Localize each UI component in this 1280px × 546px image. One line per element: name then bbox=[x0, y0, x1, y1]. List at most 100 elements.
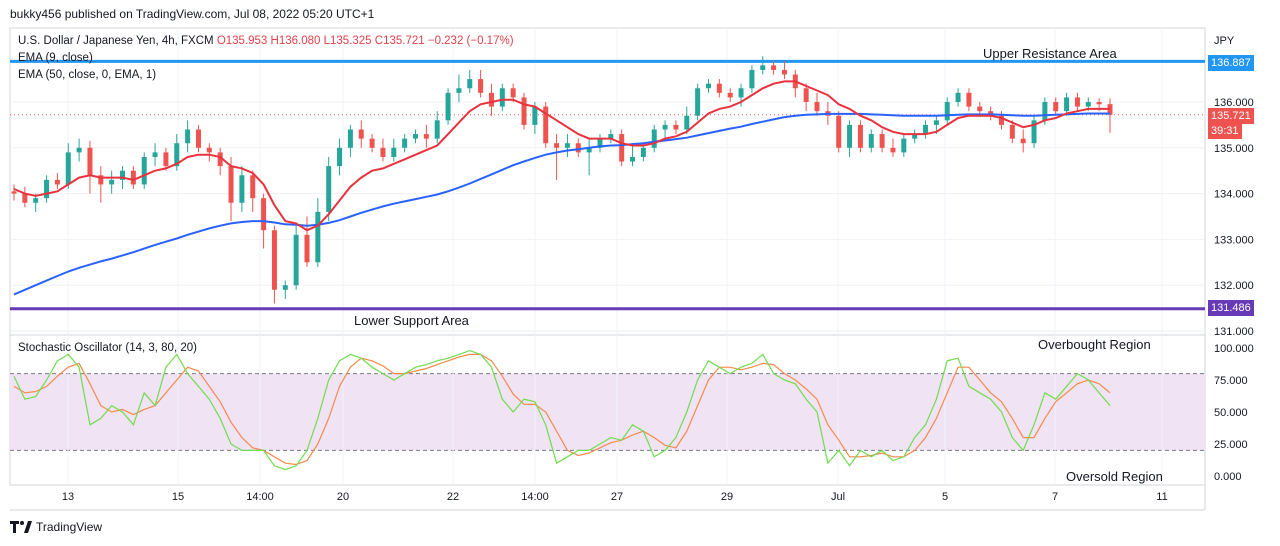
stoch-tick-label: 25.000 bbox=[1214, 439, 1248, 451]
resistance-price-badge: 136.887 bbox=[1208, 55, 1254, 71]
candle-body bbox=[478, 79, 484, 93]
price-tick-label: 132.000 bbox=[1214, 280, 1254, 292]
time-tick-label: 5 bbox=[942, 491, 948, 503]
oversold-label: Oversold Region bbox=[1066, 469, 1163, 484]
candle-body bbox=[1096, 102, 1102, 105]
candle-body bbox=[33, 198, 39, 203]
candle-body bbox=[1020, 138, 1026, 144]
candle-body bbox=[847, 124, 853, 148]
candle-body bbox=[749, 69, 755, 89]
candle-body bbox=[54, 179, 60, 185]
high-value: H136.080 bbox=[270, 35, 321, 47]
candle-body bbox=[423, 134, 429, 139]
candle-body bbox=[543, 106, 549, 144]
candle-body bbox=[195, 129, 201, 148]
candle-body bbox=[1064, 97, 1070, 112]
publish-note: bukky456 published on TradingView.com, J… bbox=[10, 7, 375, 21]
candle-body bbox=[250, 175, 256, 199]
price-tick-label: 134.000 bbox=[1214, 189, 1254, 201]
candle-body bbox=[434, 120, 440, 139]
candle-body bbox=[662, 124, 668, 130]
candle-body bbox=[619, 134, 625, 162]
candle-body bbox=[586, 147, 592, 153]
time-tick-label: 7 bbox=[1052, 491, 1058, 503]
candle-body bbox=[727, 92, 733, 98]
ema50-legend[interactable]: EMA (50, close, 0, EMA, 1) bbox=[18, 69, 157, 81]
candle-body bbox=[857, 124, 863, 148]
overbought-label: Overbought Region bbox=[1038, 337, 1151, 352]
candle-body bbox=[11, 191, 17, 194]
candle-body bbox=[304, 234, 310, 263]
candle-body bbox=[293, 234, 299, 286]
candle-body bbox=[228, 166, 234, 203]
symbol-legend: U.S. Dollar / Japanese Yen, 4h, FXCM O13… bbox=[18, 35, 514, 47]
close-value: C135.721 bbox=[374, 35, 425, 47]
candle-body bbox=[966, 92, 972, 107]
candle-body bbox=[1031, 120, 1037, 144]
candle-body bbox=[554, 143, 560, 148]
ema9-legend[interactable]: EMA (9, close) bbox=[18, 52, 93, 64]
candle-body bbox=[890, 147, 896, 153]
time-tick-label: 15 bbox=[172, 491, 184, 503]
candle-body bbox=[163, 152, 169, 167]
candle-body bbox=[933, 120, 939, 125]
candle-body bbox=[836, 115, 842, 148]
candle-body bbox=[358, 129, 364, 139]
candle-body bbox=[22, 193, 28, 203]
candle-body bbox=[803, 88, 809, 102]
low-value: L135.325 bbox=[323, 35, 372, 47]
candle-body bbox=[152, 152, 158, 157]
candle-body bbox=[44, 179, 50, 199]
stoch-legend[interactable]: Stochastic Oscillator (14, 3, 80, 20) bbox=[18, 342, 197, 354]
candle-body bbox=[673, 124, 679, 130]
time-tick-label: 29 bbox=[721, 491, 733, 503]
last-price-badge: 135.721 bbox=[1208, 108, 1254, 124]
candle-body bbox=[391, 147, 397, 157]
candle-body bbox=[814, 102, 820, 112]
price-tick-label: 133.000 bbox=[1214, 234, 1254, 246]
candle-body bbox=[120, 170, 126, 180]
candle-body bbox=[130, 170, 136, 185]
currency-label: JPY bbox=[1214, 35, 1235, 47]
tradingview-footer[interactable]: TradingView bbox=[10, 520, 102, 534]
candle-body bbox=[912, 134, 918, 139]
candle-body bbox=[76, 147, 82, 153]
change-value: −0.232 (−0.17%) bbox=[427, 35, 514, 47]
stoch-k-line bbox=[13, 349, 1111, 471]
candle-body bbox=[521, 97, 527, 125]
candle-body bbox=[217, 152, 223, 167]
ema50-line bbox=[13, 112, 1110, 296]
candle-body bbox=[87, 147, 93, 176]
candle-body bbox=[337, 147, 343, 167]
time-tick-label: 22 bbox=[447, 491, 459, 503]
price-tick-label: 136.000 bbox=[1214, 97, 1254, 109]
candle-body bbox=[640, 147, 646, 157]
candle-body bbox=[369, 138, 375, 148]
candle-body bbox=[1042, 102, 1048, 121]
lower-support-label: Lower Support Area bbox=[354, 313, 469, 328]
stoch-tick-label: 75.000 bbox=[1214, 375, 1248, 387]
candle-body bbox=[695, 88, 701, 116]
time-tick-label: 27 bbox=[611, 491, 623, 503]
candle-body bbox=[998, 115, 1004, 125]
candle-body bbox=[271, 230, 277, 290]
support-price-badge: 131.486 bbox=[1208, 300, 1254, 316]
candle-body bbox=[630, 156, 636, 162]
candle-body bbox=[174, 143, 180, 167]
time-tick-label: 20 bbox=[337, 491, 349, 503]
candle-body bbox=[532, 106, 538, 125]
symbol-name: U.S. Dollar / Japanese Yen, 4h, FXCM bbox=[18, 35, 214, 47]
candle-body bbox=[923, 124, 929, 135]
candle-body bbox=[1074, 97, 1080, 107]
ema9-line bbox=[13, 80, 1110, 232]
stoch-tick-label: 0.000 bbox=[1214, 471, 1242, 483]
candle-body bbox=[868, 134, 874, 148]
open-value: O135.953 bbox=[216, 35, 268, 47]
candle-body bbox=[608, 134, 614, 139]
price-tick-label: 131.000 bbox=[1214, 326, 1254, 338]
candle-body bbox=[499, 88, 505, 107]
candle-body bbox=[977, 106, 983, 112]
candle-body bbox=[944, 102, 950, 121]
price-tick-label: 135.000 bbox=[1214, 143, 1254, 155]
